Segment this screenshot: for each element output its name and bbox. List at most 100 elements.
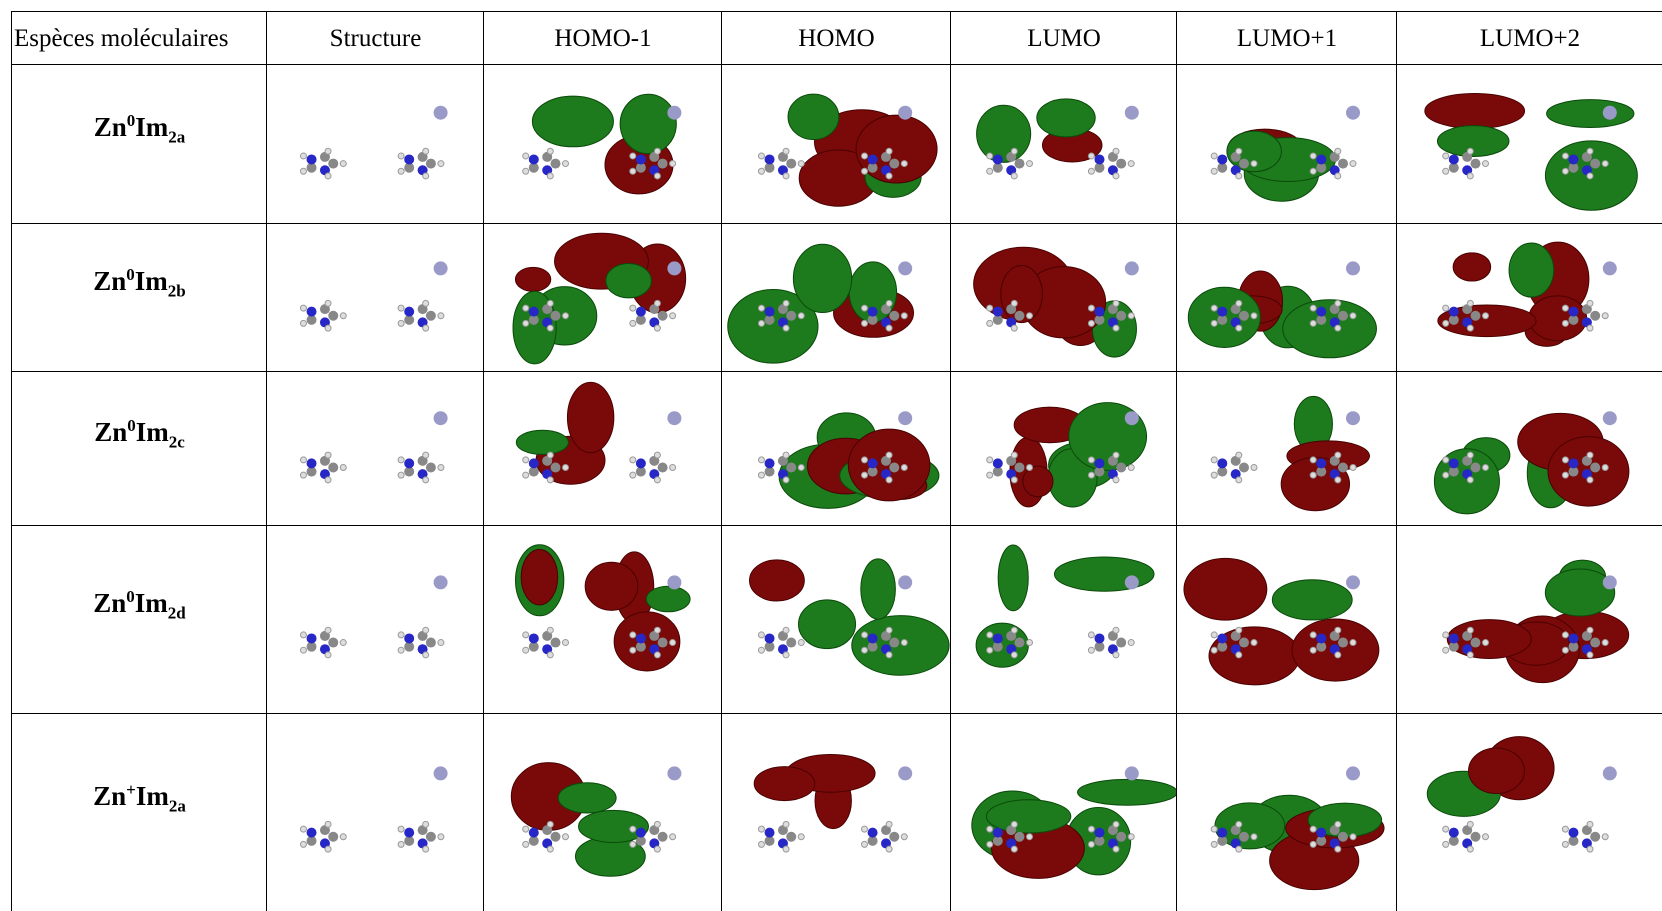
charge: 0 bbox=[126, 111, 136, 131]
atom bbox=[1026, 639, 1033, 647]
molecule-picture bbox=[749, 558, 950, 676]
atom bbox=[1112, 451, 1120, 459]
orbital-lobe bbox=[792, 243, 853, 314]
atom bbox=[546, 147, 554, 155]
orbital-lobe bbox=[1022, 465, 1054, 498]
atom bbox=[1470, 637, 1481, 648]
atom bbox=[1590, 831, 1601, 842]
atom bbox=[1316, 641, 1327, 652]
subscript: 2c bbox=[168, 432, 185, 452]
atom bbox=[782, 476, 790, 484]
atom bbox=[299, 471, 307, 479]
atom bbox=[992, 154, 1003, 165]
atom bbox=[1210, 152, 1218, 160]
atom bbox=[1561, 840, 1569, 848]
atom bbox=[1014, 462, 1025, 473]
atom bbox=[1470, 462, 1481, 473]
orbital-image bbox=[1176, 223, 1397, 372]
atom bbox=[629, 304, 637, 312]
atom bbox=[1334, 147, 1342, 155]
atom bbox=[1010, 626, 1018, 634]
atom bbox=[1217, 641, 1228, 652]
atom bbox=[1349, 639, 1357, 647]
orbital-lobe bbox=[727, 289, 819, 364]
atom bbox=[653, 845, 661, 853]
atom bbox=[546, 845, 554, 853]
header-cell: LUMO+1 bbox=[1176, 11, 1397, 65]
atom bbox=[1124, 105, 1139, 120]
atom bbox=[1127, 160, 1135, 168]
atom bbox=[1250, 639, 1258, 647]
atom bbox=[1235, 324, 1243, 332]
atom bbox=[1210, 456, 1218, 464]
atom bbox=[653, 299, 661, 307]
atom bbox=[422, 451, 430, 459]
orbital-image bbox=[950, 525, 1177, 714]
atom bbox=[306, 466, 317, 477]
atom bbox=[1561, 471, 1569, 479]
atom bbox=[797, 639, 805, 647]
atom bbox=[1466, 299, 1474, 307]
atom bbox=[782, 626, 790, 634]
atom bbox=[1010, 476, 1018, 484]
atom bbox=[1586, 651, 1594, 659]
molecule-picture bbox=[299, 575, 448, 659]
orbital-lobe bbox=[1468, 747, 1525, 795]
atom bbox=[867, 154, 878, 165]
orbital-image bbox=[950, 371, 1177, 526]
atom bbox=[900, 160, 908, 168]
atom bbox=[328, 310, 339, 321]
atom bbox=[1442, 152, 1450, 160]
atom bbox=[1210, 167, 1218, 175]
atom bbox=[867, 306, 878, 317]
atom bbox=[782, 172, 790, 180]
atom bbox=[324, 172, 332, 180]
atom bbox=[782, 324, 790, 332]
atom bbox=[397, 319, 405, 327]
atom bbox=[1334, 845, 1342, 853]
atom bbox=[1470, 158, 1481, 169]
atom bbox=[299, 646, 307, 654]
atom bbox=[528, 641, 539, 652]
atom bbox=[1112, 845, 1120, 853]
atom bbox=[1010, 845, 1018, 853]
atom bbox=[1568, 314, 1579, 325]
atom bbox=[1026, 833, 1033, 841]
molecule-picture bbox=[1437, 241, 1617, 347]
orbital-image bbox=[721, 713, 951, 911]
atom bbox=[522, 471, 530, 479]
atom bbox=[299, 631, 307, 639]
atom bbox=[1346, 411, 1360, 426]
atom bbox=[562, 833, 569, 841]
species-label: Zn0Im2b bbox=[93, 265, 186, 301]
molecule-picture bbox=[753, 753, 913, 853]
atom bbox=[1235, 451, 1243, 459]
orbital-lobe bbox=[847, 428, 931, 502]
atom bbox=[861, 152, 869, 160]
atom bbox=[1561, 319, 1569, 327]
atom bbox=[629, 471, 637, 479]
orbital-image bbox=[1396, 713, 1662, 911]
atom bbox=[324, 820, 332, 828]
orbital-lobe bbox=[1508, 242, 1555, 298]
charge: 0 bbox=[126, 586, 135, 606]
atom bbox=[1334, 299, 1342, 307]
atom bbox=[885, 147, 893, 155]
atom bbox=[522, 840, 530, 848]
atom bbox=[757, 304, 765, 312]
atom bbox=[635, 466, 646, 477]
atom bbox=[397, 471, 405, 479]
atom bbox=[1239, 310, 1249, 321]
subscript: 2a bbox=[168, 127, 186, 147]
molecule-picture bbox=[757, 411, 940, 509]
element: Zn bbox=[93, 112, 127, 143]
atom bbox=[546, 626, 554, 634]
ligand: Im bbox=[135, 780, 169, 811]
species-label: Zn0Im2a bbox=[94, 111, 186, 147]
atom bbox=[404, 466, 415, 477]
atom bbox=[1026, 312, 1033, 320]
orbital-lobe bbox=[985, 799, 1072, 834]
atom bbox=[1210, 646, 1218, 654]
atom bbox=[1217, 458, 1228, 469]
